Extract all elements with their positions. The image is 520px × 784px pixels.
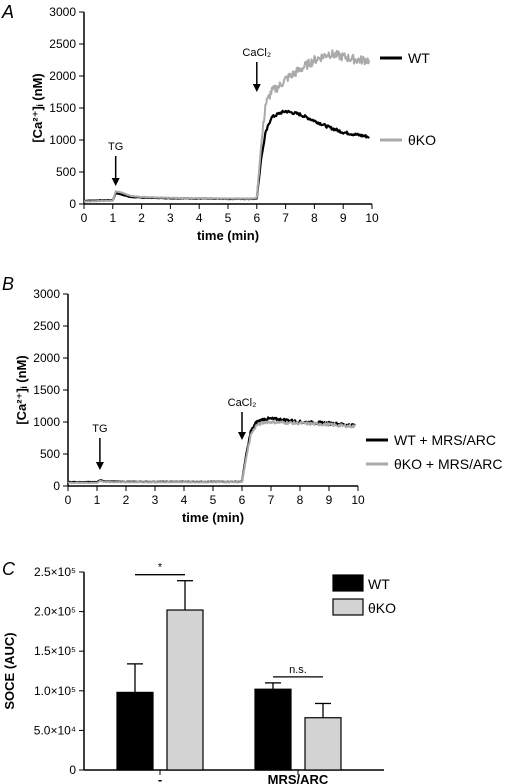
x-tick-label: 1 bbox=[94, 493, 101, 507]
y-tick-label: 2.5×10⁵ bbox=[34, 565, 76, 579]
x-tick-label: 3 bbox=[167, 211, 174, 225]
annotation-arrow-head bbox=[238, 432, 246, 440]
panel-letter-a: A bbox=[1, 2, 14, 22]
legend-label: WT + MRS/ARC bbox=[394, 432, 496, 448]
y-tick-label: 0 bbox=[69, 197, 76, 211]
annotation-arrow-head bbox=[95, 462, 104, 470]
x-tick-label: 7 bbox=[268, 493, 275, 507]
x-axis-title: time (min) bbox=[182, 510, 244, 525]
y-tick-label: 2000 bbox=[33, 351, 60, 365]
y-tick-label: 3000 bbox=[49, 5, 76, 19]
x-tick-label: 8 bbox=[297, 493, 304, 507]
legend-label: θKO bbox=[368, 600, 396, 616]
x-tick-label: 4 bbox=[181, 493, 188, 507]
x-tick-label: 1 bbox=[109, 211, 116, 225]
y-tick-label: 0 bbox=[53, 479, 60, 493]
significance-label: * bbox=[158, 562, 163, 574]
y-axis-title: SOCE (AUC) bbox=[2, 632, 17, 709]
x-tick-label: 0 bbox=[81, 211, 88, 225]
y-tick-label: 1.0×10⁵ bbox=[34, 684, 76, 698]
y-axis-title: [Ca²⁺]ᵢ (nM) bbox=[30, 73, 45, 142]
panel-c-chart: 0 5.0×10⁴ 1.0×10⁵ 1.5×10⁵ 2.0×10⁵ 2.5×10⁵ SOCE… bbox=[2, 562, 396, 784]
x-tick-label: 8 bbox=[311, 211, 318, 225]
bar bbox=[254, 688, 292, 771]
legend-label: θKO + MRS/ARC bbox=[394, 456, 503, 472]
y-tick-label: 2000 bbox=[49, 69, 76, 83]
legend-label: WT bbox=[368, 576, 390, 592]
x-tick-label: 7 bbox=[282, 211, 289, 225]
bar bbox=[116, 691, 154, 771]
y-tick-label: 2500 bbox=[49, 37, 76, 51]
series-line bbox=[83, 49, 371, 203]
x-tick-label: 2 bbox=[138, 211, 145, 225]
x-tick-label: 9 bbox=[326, 493, 333, 507]
series-line bbox=[83, 109, 370, 203]
y-tick-label: 1000 bbox=[33, 415, 60, 429]
bar bbox=[304, 717, 342, 771]
x-tick-label: 6 bbox=[253, 211, 260, 225]
y-tick-label: 2.0×10⁵ bbox=[34, 605, 76, 619]
y-tick-label: 0 bbox=[69, 763, 76, 777]
x-tick-label: 5 bbox=[210, 493, 217, 507]
x-tick-label: MRS/ARC bbox=[268, 772, 329, 784]
series-line bbox=[67, 419, 356, 485]
x-tick-label: 10 bbox=[351, 493, 365, 507]
y-tick-label: 1.5×10⁵ bbox=[34, 644, 76, 658]
series-line bbox=[67, 416, 356, 484]
y-tick-label: 500 bbox=[40, 447, 60, 461]
annotation-label: CaCl₂ bbox=[242, 47, 271, 59]
x-tick-label: 10 bbox=[365, 211, 379, 225]
x-tick-label: 6 bbox=[239, 493, 246, 507]
y-tick-label: 1500 bbox=[33, 383, 60, 397]
legend-swatch bbox=[332, 574, 364, 592]
legend-swatch bbox=[332, 598, 364, 616]
annotation-label: TG bbox=[108, 141, 123, 153]
x-tick-label: 0 bbox=[65, 493, 72, 507]
y-axis-title: [Ca²⁺]ᵢ (nM) bbox=[14, 355, 29, 424]
x-tick-label: 5 bbox=[225, 211, 232, 225]
panel-letter-b: B bbox=[2, 274, 14, 294]
x-tick-label: 3 bbox=[152, 493, 159, 507]
bar bbox=[166, 609, 204, 771]
y-tick-label: 5.0×10⁴ bbox=[34, 723, 76, 737]
x-tick-label: 9 bbox=[340, 211, 347, 225]
x-axis-title: time (min) bbox=[197, 228, 259, 243]
panel-a-chart: 0 500 1000 1500 2000 2500 3000 0 1 2 3 4 5 6 7 8 9 10 time… bbox=[30, 5, 436, 243]
panel-letter-c: C bbox=[2, 559, 16, 579]
y-tick-label: 1000 bbox=[49, 133, 76, 147]
significance-label: n.s. bbox=[289, 664, 307, 676]
x-tick-label: 4 bbox=[196, 211, 203, 225]
legend-label: WT bbox=[408, 50, 430, 66]
annotation-label: TG bbox=[92, 423, 107, 435]
y-tick-label: 500 bbox=[56, 165, 76, 179]
annotation-arrow-head bbox=[111, 178, 120, 186]
panel-b-chart: 0 500 1000 1500 2000 2500 3000 0 1 2 3 4 5 6 7 8 9 10 time… bbox=[14, 287, 503, 525]
annotation-label: CaCl₂ bbox=[228, 397, 257, 409]
y-tick-label: 1500 bbox=[49, 101, 76, 115]
annotation-arrow-head bbox=[252, 84, 261, 92]
legend-label: θKO bbox=[408, 132, 436, 148]
x-tick-label: - bbox=[158, 772, 162, 784]
y-tick-label: 2500 bbox=[33, 319, 60, 333]
y-tick-label: 3000 bbox=[33, 287, 60, 301]
x-tick-label: 2 bbox=[123, 493, 130, 507]
